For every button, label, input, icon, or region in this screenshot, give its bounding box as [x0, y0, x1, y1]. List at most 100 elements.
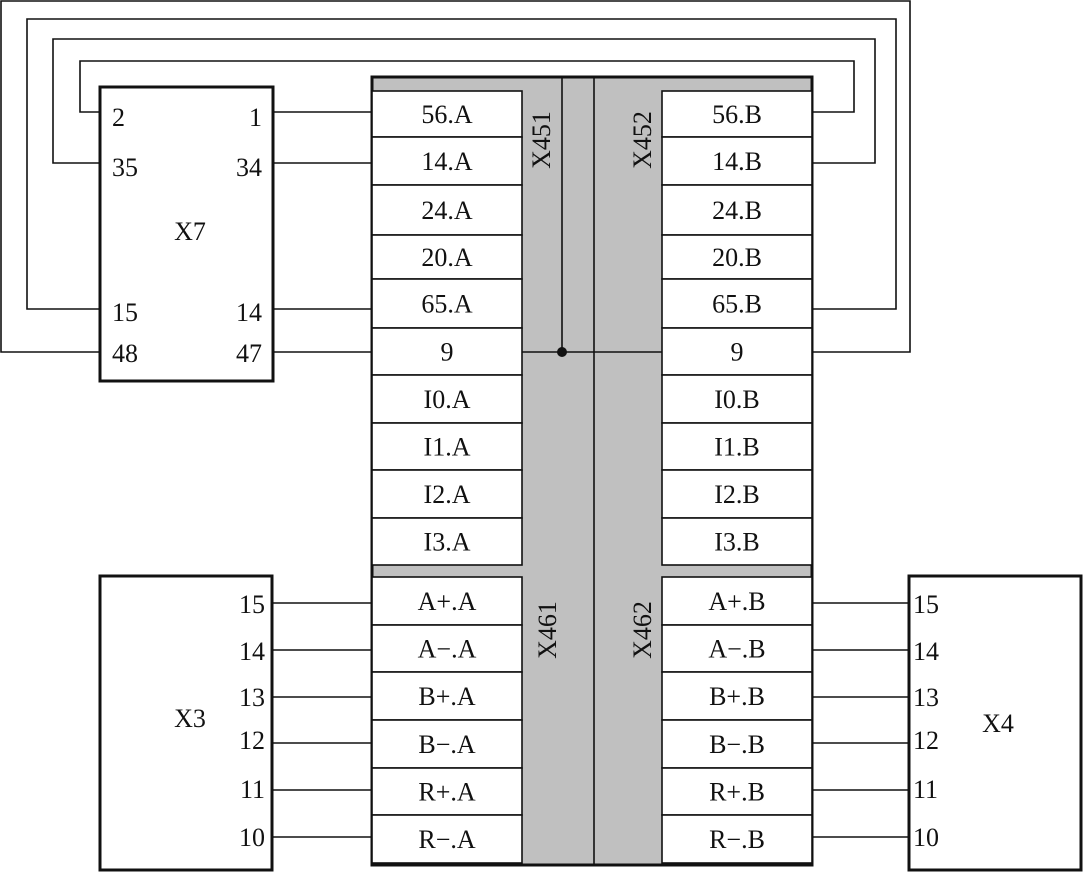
terminal-cell-label: 14.B: [712, 147, 762, 176]
terminal-cell-label: 65.B: [712, 290, 762, 319]
terminal-cell-label: B+.A: [418, 682, 476, 711]
terminal-cell-box: [371, 136, 523, 186]
terminal-cell: I1.B: [661, 422, 813, 471]
terminal-cell-label: A+.A: [418, 587, 477, 616]
x7-box: [98, 85, 275, 383]
x4-pin-label: 14: [913, 637, 939, 666]
terminal-cell-box: [371, 327, 523, 376]
x7-pin-label: 15: [112, 298, 138, 327]
terminal-cell-box: [661, 814, 813, 864]
terminal-cell: R+.B: [661, 767, 813, 816]
x3-pin-label: 12: [239, 726, 265, 755]
x3-pin-label: 13: [239, 683, 265, 712]
terminal-cell-label: 24.A: [421, 196, 473, 225]
x3-box: [98, 574, 274, 872]
x7-pin-label: 47: [236, 339, 262, 368]
x451-label: X451: [527, 111, 556, 169]
terminal-cell-box: [661, 278, 813, 329]
terminal-cell: I0.A: [371, 374, 523, 424]
terminal-cell-label: A−.A: [418, 635, 477, 664]
terminal-cell-label: 56.A: [421, 100, 473, 129]
terminal-cell: I0.B: [661, 374, 813, 424]
terminal-cell-box: [371, 671, 523, 721]
terminal-cell-label: 56.B: [712, 100, 762, 129]
x3-pin-label: 14: [239, 637, 265, 666]
terminal-cell-box: [661, 624, 813, 673]
terminal-cell-label: R+.A: [418, 778, 476, 807]
terminal-cell: I3.B: [661, 517, 813, 566]
terminal-cell-label: I1.A: [424, 433, 471, 462]
terminal-cell-box: [661, 576, 813, 626]
x7-pin-label: 14: [236, 298, 262, 327]
x4-pin-label: 15: [913, 590, 939, 619]
terminal-cell-label: 20.A: [421, 243, 473, 272]
terminal-cell-box: [371, 90, 523, 138]
terminal-cell-label: I1.B: [714, 433, 760, 462]
terminal-cell-box: [661, 184, 813, 236]
terminal-cell-box: [371, 234, 523, 280]
terminal-cell: I2.A: [371, 469, 523, 519]
terminal-cell-label: A+.B: [708, 587, 765, 616]
terminal-cell-label: I3.B: [714, 528, 760, 557]
terminal-cell: 20.B: [661, 234, 813, 280]
terminal-cell-label: 65.A: [421, 290, 473, 319]
terminal-cell-box: [371, 767, 523, 816]
terminal-cell: I1.A: [371, 422, 523, 471]
terminal-cell-box: [661, 517, 813, 566]
terminal-cell-box: [661, 374, 813, 424]
terminal-cell: A+.A: [371, 576, 523, 626]
terminal-cell-label: R−.B: [709, 825, 765, 854]
wires: [0, 0, 911, 838]
terminal-cell-box: [661, 719, 813, 769]
terminal-cell-label: I2.A: [424, 480, 471, 509]
x3-pin-label: 15: [239, 590, 265, 619]
terminal-cell-label: I2.B: [714, 480, 760, 509]
junction-dot: [557, 347, 567, 357]
terminal-cell-label: 9: [441, 338, 454, 367]
terminal-cell-box: [661, 469, 813, 519]
terminal-cell-box: [371, 469, 523, 519]
terminal-cell-box: [371, 374, 523, 424]
x3-pin-label: 11: [240, 775, 265, 804]
terminal-cell-box: [661, 327, 813, 376]
terminal-cell: 24.B: [661, 184, 813, 236]
terminal-cell-label: B−.B: [709, 730, 765, 759]
terminal-cell: A−.B: [661, 624, 813, 673]
x7-pin-label: 34: [236, 153, 262, 182]
terminal-cell: A−.A: [371, 624, 523, 673]
x7-pin-label: 1: [249, 103, 262, 132]
terminal-cell-label: B−.A: [418, 730, 476, 759]
wire-x7-35-to-14b: [52, 38, 876, 164]
terminal-cell: 65.A: [371, 278, 523, 329]
terminal-cell: R+.A: [371, 767, 523, 816]
terminal-cell: B+.A: [371, 671, 523, 721]
terminal-cell: B−.A: [371, 719, 523, 769]
wire-x7-15-to-65b: [26, 18, 897, 310]
terminal-cell: 24.A: [371, 184, 523, 236]
wire-x7-2-to-56b: [79, 60, 855, 113]
terminal-cell-box: [371, 814, 523, 864]
x7-label: X7: [174, 217, 206, 246]
terminal-cell-label: I0.A: [424, 385, 471, 414]
terminal-cell: 56.B: [661, 90, 813, 138]
x3-pin-label: 10: [239, 823, 265, 852]
terminal-cell: R−.B: [661, 814, 813, 864]
terminal-cell-box: [371, 422, 523, 471]
x3-label: X3: [174, 704, 206, 733]
terminal-cell: R−.A: [371, 814, 523, 864]
terminal-cell-box: [371, 517, 523, 566]
terminal-cell: B+.B: [661, 671, 813, 721]
terminal-cell-label: A−.B: [708, 635, 765, 664]
terminal-cell-label: 20.B: [712, 243, 762, 272]
terminal-cell-box: [371, 624, 523, 673]
x4-box: [907, 574, 1083, 872]
terminal-cell-box: [661, 90, 813, 138]
terminal-cell-label: I3.A: [424, 528, 471, 557]
connector-x3: X3 15 14 13 12 11 10: [98, 574, 274, 872]
terminal-cell-label: R+.B: [709, 778, 765, 807]
terminal-cell-label: B+.B: [709, 682, 765, 711]
terminal-cell-box: [371, 278, 523, 329]
terminal-cell: I3.A: [371, 517, 523, 566]
wire-x7-48-to-9b: [0, 0, 911, 353]
